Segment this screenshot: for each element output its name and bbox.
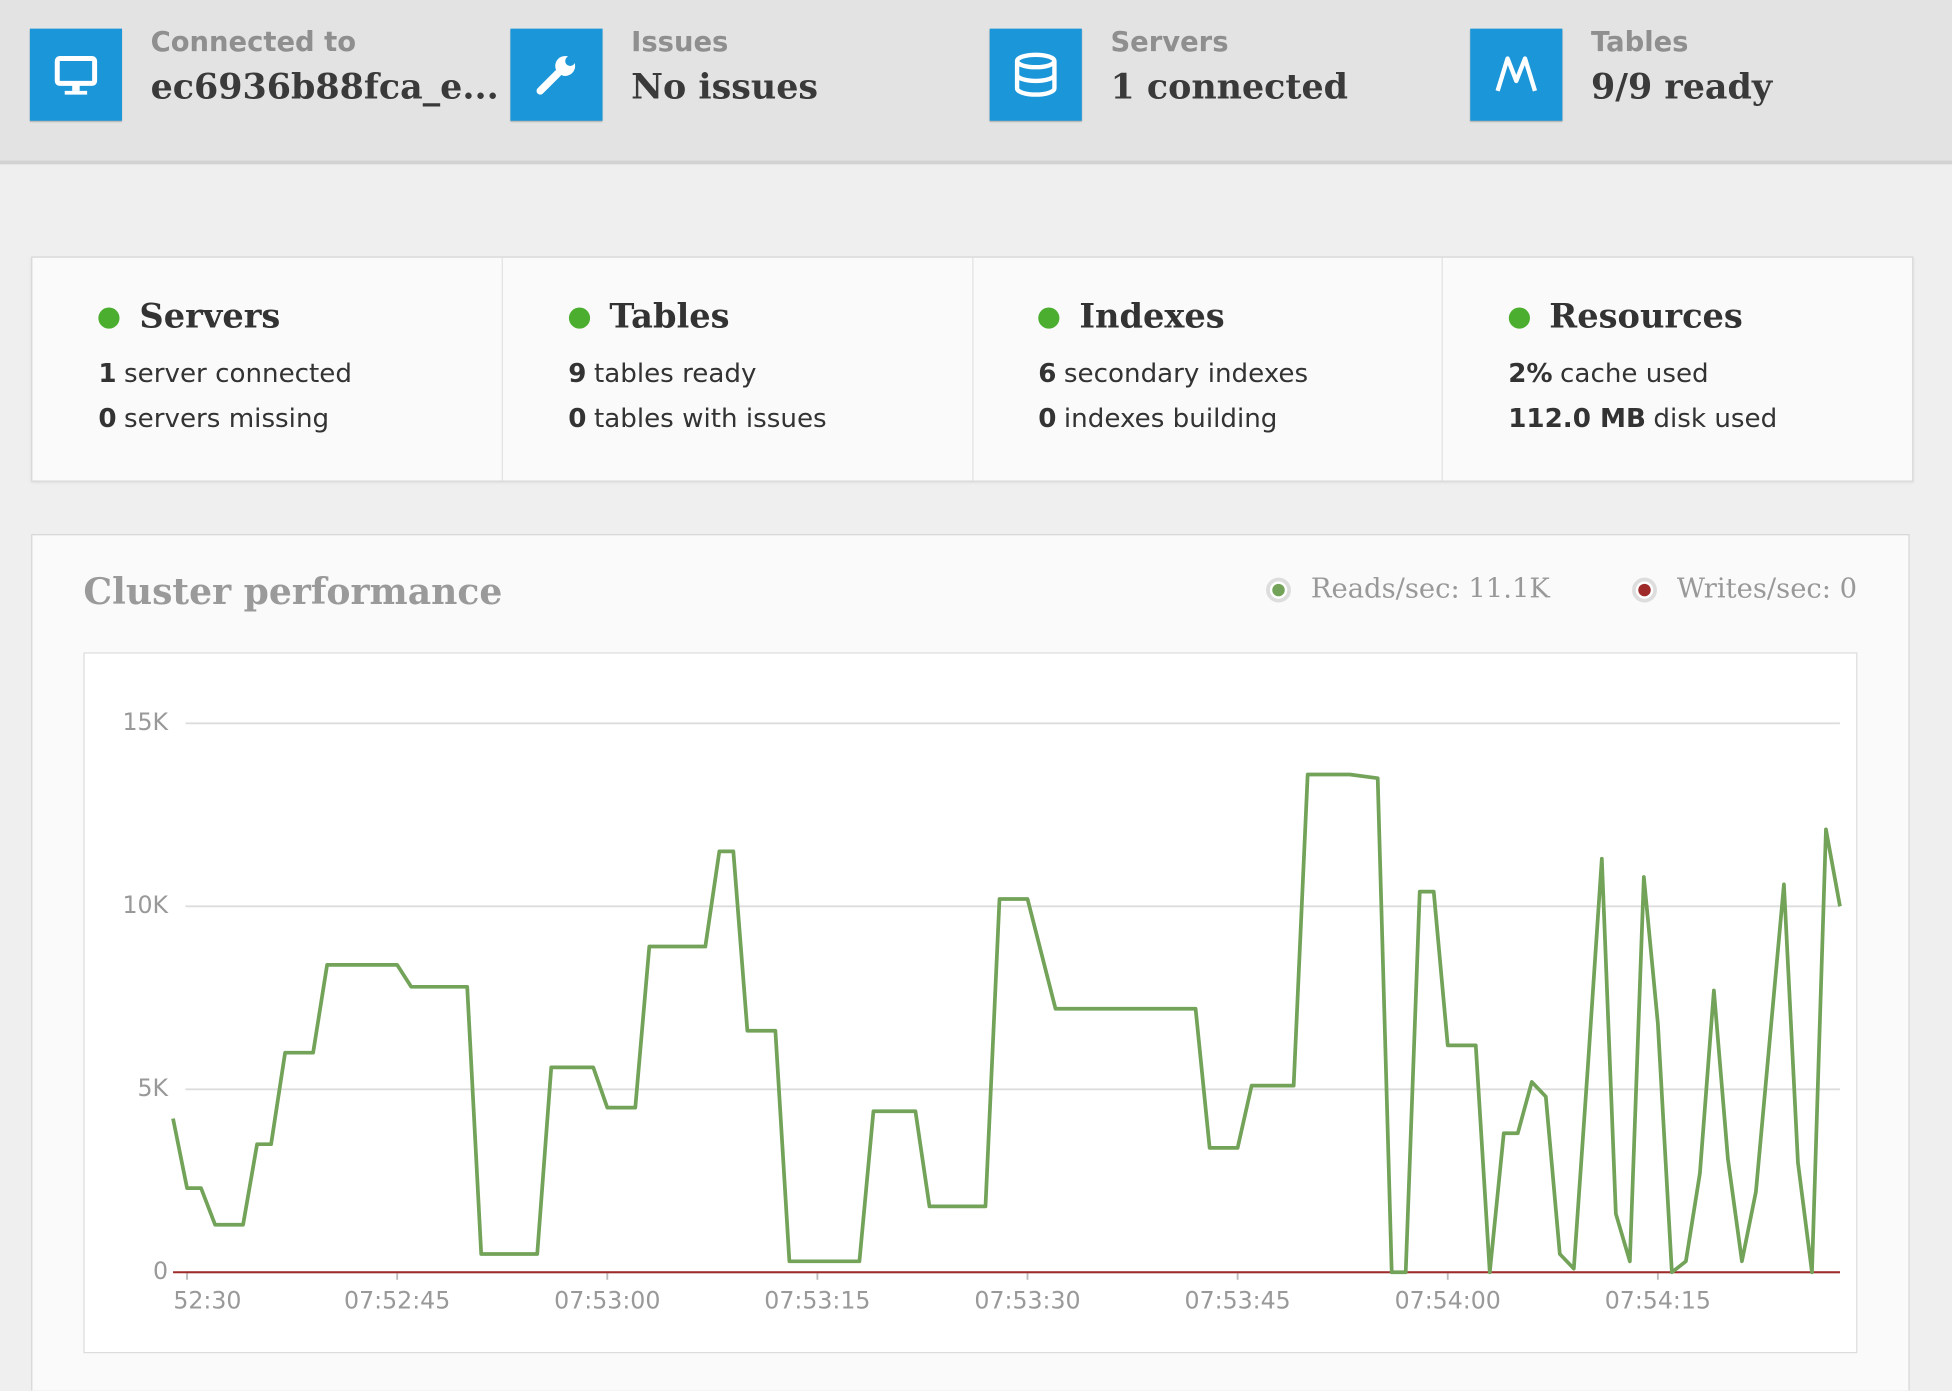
status-dot	[1508, 307, 1530, 329]
legend-item: Writes/sec: 0	[1632, 573, 1858, 606]
summary-count: 0	[98, 403, 117, 434]
summary-text: tables ready	[593, 358, 757, 389]
plot-area: 0 5K 10K 15K 52:30 07:52:45 07:53:00 07:53:15 07…	[83, 652, 1858, 1354]
legend-label: Reads/sec: 11.1K	[1310, 573, 1550, 606]
status-value: ec6936b88fca_e...	[150, 65, 499, 108]
summary-count: 6	[1038, 358, 1057, 389]
summary-line: 1 server connected	[98, 359, 352, 389]
summary-text: indexes building	[1063, 403, 1278, 434]
tables-icon	[1470, 28, 1563, 121]
summary-column: Servers 1 server connected 0 servers missing	[32, 257, 503, 481]
chart: 0 5K 10K 15K 52:30 07:52:45 07:53:00 07:53:15 07…	[122, 708, 1842, 1315]
summary-text: server connected	[124, 358, 352, 389]
summary-text: secondary indexes	[1063, 358, 1309, 389]
summary-count: 0	[1038, 403, 1057, 434]
summary-line: 0 tables with issues	[568, 403, 826, 433]
summary-line: 0 indexes building	[1038, 403, 1277, 433]
monitor-icon	[29, 28, 123, 121]
summary-count: 2%	[1508, 358, 1553, 389]
summary-line: 6 secondary indexes	[1038, 359, 1308, 389]
summary-title: Resources	[1549, 297, 1743, 337]
x-tick-label: 52:30	[173, 1287, 241, 1315]
x-tick-label: 07:53:15	[764, 1287, 870, 1315]
legend-dot	[1638, 583, 1651, 597]
status-dot	[1038, 307, 1060, 329]
x-tick-label: 07:53:00	[554, 1287, 660, 1315]
status-value: 1 connected	[1110, 65, 1349, 108]
summary-column: Tables 9 tables ready 0 tables with issues	[502, 257, 973, 481]
summary-count: 112.0 MB	[1508, 403, 1646, 434]
summary-line: 9 tables ready	[568, 359, 756, 389]
x-tick-label: 07:52:45	[344, 1287, 450, 1315]
status-label: Tables	[1590, 27, 1689, 59]
status-label: Servers	[1110, 27, 1229, 59]
summary-line: 2% cache used	[1508, 359, 1708, 389]
status-dot	[98, 307, 120, 329]
y-tick-label: 5K	[138, 1074, 169, 1102]
wrench-icon	[510, 28, 603, 121]
summary-title: Indexes	[1079, 297, 1225, 337]
legend-item: Reads/sec: 11.1K	[1266, 573, 1550, 606]
summary-line: 112.0 MB disk used	[1508, 403, 1777, 433]
summary-count: 9	[568, 358, 587, 389]
performance-panel: Cluster performance Reads/sec: 11.1K Wri…	[31, 534, 1910, 1391]
legend-dot	[1272, 583, 1285, 597]
summary-text: disk used	[1653, 403, 1778, 434]
panel-title: Cluster performance	[83, 570, 503, 613]
summary-column: Resources 2% cache used 112.0 MB disk used	[1442, 258, 1911, 481]
summary-column: Indexes 6 secondary indexes 0 indexes buildi…	[972, 257, 1443, 481]
summary-count: 1	[98, 358, 117, 389]
summary-title: Servers	[139, 297, 281, 337]
x-tick-label: 07:53:30	[974, 1287, 1080, 1315]
y-tick-label: 15K	[122, 708, 168, 736]
summary-panel: Servers 1 server connected 0 servers missing…	[31, 256, 1914, 482]
summary-title: Tables	[609, 297, 730, 337]
data-line	[171, 772, 1842, 1275]
status-label: Issues	[631, 27, 729, 59]
summary-text: cache used	[1560, 358, 1709, 389]
y-tick-label: 0	[153, 1257, 168, 1285]
status-dot	[568, 307, 590, 329]
legend-swatch	[1266, 577, 1291, 603]
legend-swatch	[1632, 577, 1657, 603]
database-icon	[989, 28, 1082, 121]
status-value: No issues	[631, 65, 819, 108]
legend-label: Writes/sec: 0	[1676, 573, 1858, 606]
summary-line: 0 servers missing	[98, 403, 329, 433]
x-tick-label: 07:54:15	[1605, 1287, 1711, 1315]
x-tick-label: 07:54:00	[1395, 1287, 1501, 1315]
status-label: Connected to	[150, 27, 357, 59]
summary-text: servers missing	[124, 403, 330, 434]
summary-count: 0	[568, 403, 587, 434]
top-bar: Connected to ec6936b88fca_e... Issues No…	[0, 0, 1952, 165]
x-tick-label: 07:53:45	[1185, 1287, 1291, 1315]
summary-text: tables with issues	[593, 403, 827, 434]
y-tick-label: 10K	[122, 891, 168, 919]
status-value: 9/9 ready	[1590, 65, 1773, 108]
